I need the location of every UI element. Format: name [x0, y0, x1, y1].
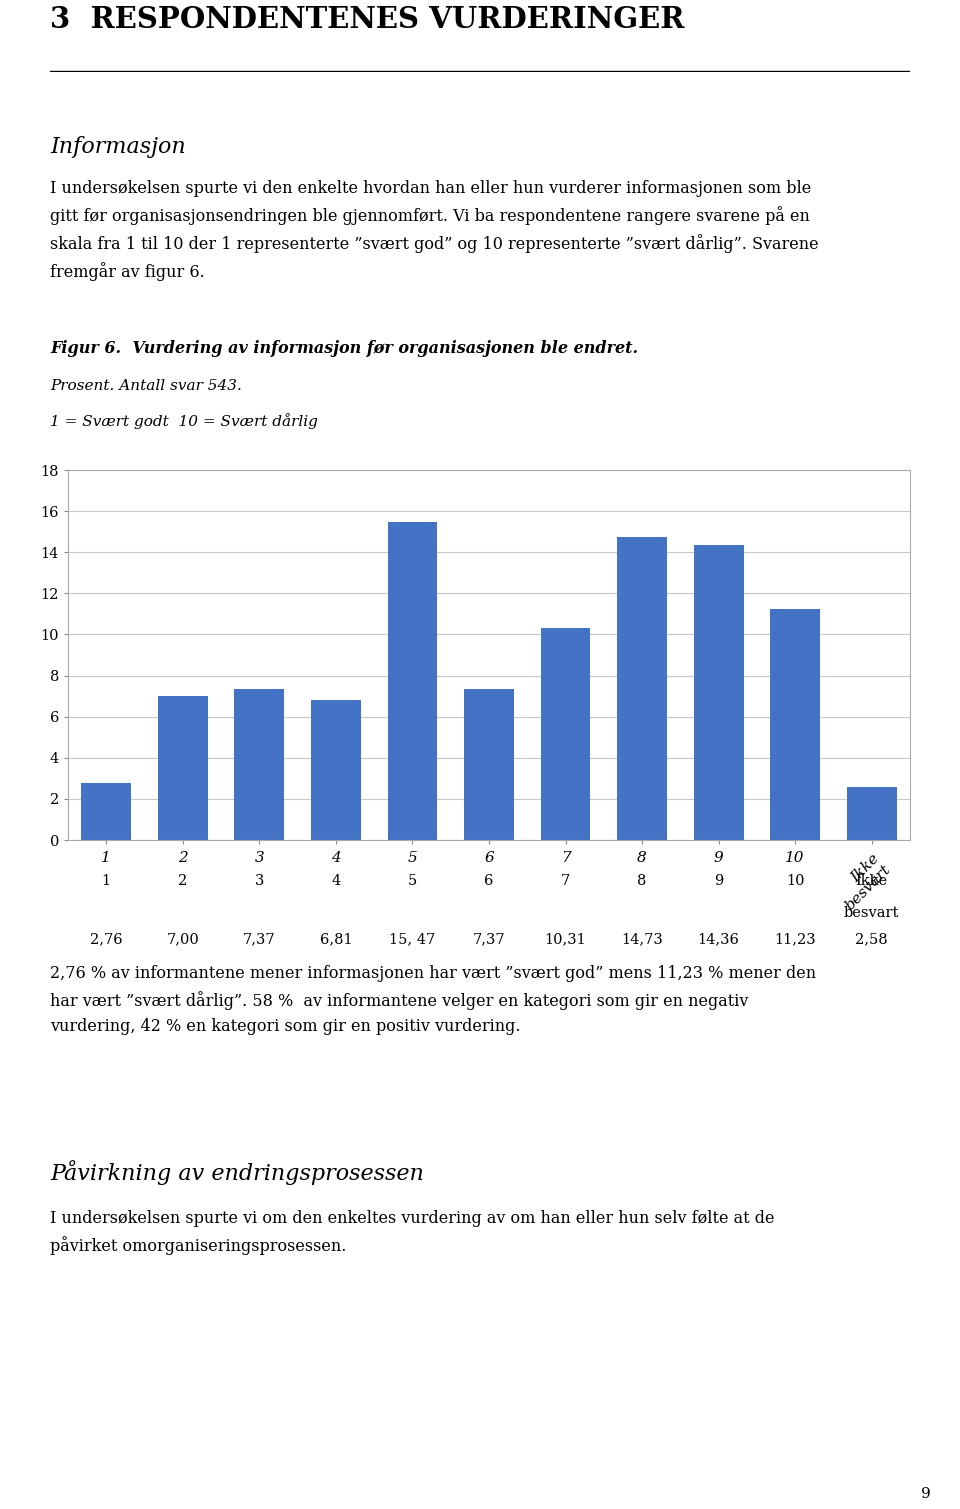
Bar [464, 688, 514, 841]
Bar [847, 788, 897, 841]
Text: 7,37: 7,37 [243, 933, 276, 946]
Bar [770, 610, 820, 841]
Bar [617, 537, 667, 841]
Text: 10: 10 [786, 874, 804, 889]
Text: Figur 6.  Vurdering av informasjon før organisasjonen ble endret.: Figur 6. Vurdering av informasjon før or… [50, 340, 638, 358]
Text: 2: 2 [179, 874, 187, 889]
Text: 7,37: 7,37 [472, 933, 505, 946]
Text: 11,23: 11,23 [775, 933, 816, 946]
Bar [158, 696, 207, 841]
Text: 7: 7 [561, 874, 570, 889]
Text: 10,31: 10,31 [544, 933, 587, 946]
Text: Prosent. Antall svar 543.: Prosent. Antall svar 543. [50, 379, 242, 392]
Text: 15, 47: 15, 47 [390, 933, 436, 946]
Text: Informasjon: Informasjon [50, 136, 185, 158]
Text: 2,76 % av informantene mener informasjonen har vært ”svært god” mens 11,23 % men: 2,76 % av informantene mener informasjon… [50, 964, 816, 1035]
Bar [540, 628, 590, 841]
Bar [234, 688, 284, 841]
Text: I undersøkelsen spurte vi om den enkeltes vurdering av om han eller hun selv føl: I undersøkelsen spurte vi om den enkelte… [50, 1210, 775, 1255]
Text: 3: 3 [254, 874, 264, 889]
Text: Påvirkning av endringsprosessen: Påvirkning av endringsprosessen [50, 1160, 424, 1185]
Bar [311, 700, 361, 841]
Text: 1 = Svært godt  10 = Svært dårlig: 1 = Svært godt 10 = Svært dårlig [50, 413, 318, 430]
Text: 9: 9 [922, 1486, 931, 1501]
Text: 14,36: 14,36 [698, 933, 739, 946]
Bar [82, 783, 132, 841]
Bar [694, 545, 743, 841]
Text: 9: 9 [714, 874, 723, 889]
Text: 6,81: 6,81 [320, 933, 352, 946]
Text: 4: 4 [331, 874, 341, 889]
Text: 3  RESPONDENTENES VURDERINGER: 3 RESPONDENTENES VURDERINGER [50, 6, 684, 35]
Text: 7,00: 7,00 [166, 933, 199, 946]
Text: 2,58: 2,58 [855, 933, 888, 946]
Text: 1: 1 [102, 874, 110, 889]
Text: Ikke: Ikke [855, 874, 888, 889]
Text: 6: 6 [484, 874, 493, 889]
Text: besvart: besvart [844, 905, 900, 920]
Text: 2,76: 2,76 [90, 933, 123, 946]
Text: 8: 8 [637, 874, 647, 889]
Text: 14,73: 14,73 [621, 933, 663, 946]
Bar [388, 522, 438, 841]
Text: I undersøkelsen spurte vi den enkelte hvordan han eller hun vurderer informasjon: I undersøkelsen spurte vi den enkelte hv… [50, 180, 819, 281]
Text: 5: 5 [408, 874, 417, 889]
